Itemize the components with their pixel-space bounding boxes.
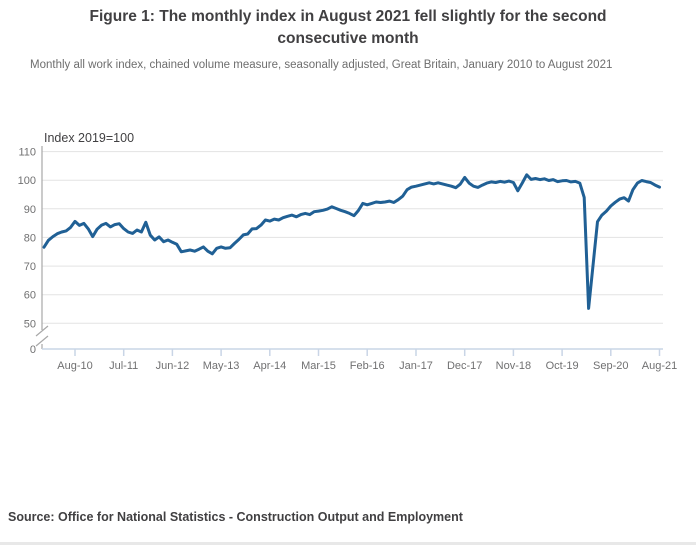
source-note: Source: Office for National Statistics -… (8, 510, 463, 524)
x-tick-label: Jun-12 (156, 360, 190, 372)
x-tick-label: Aug-10 (57, 360, 92, 372)
y-tick-label: 50 (24, 318, 36, 330)
x-tick-label: Jan-17 (399, 360, 433, 372)
index-series-line (42, 173, 661, 310)
y-tick-label: 60 (24, 290, 36, 302)
x-tick-label: Jul-11 (109, 360, 138, 372)
x-tick-label: Nov-18 (496, 360, 531, 372)
axis-break-mark (35, 325, 49, 337)
figure-subtitle: Monthly all work index, chained volume m… (30, 59, 613, 71)
x-tick-label: Apr-14 (253, 360, 286, 372)
axis-break-mark (35, 335, 49, 347)
x-tick-label: Dec-17 (447, 360, 482, 372)
x-tick-label: Oct-19 (546, 360, 579, 372)
x-tick-label: Aug-21 (642, 360, 677, 372)
y-tick-label: 70 (24, 261, 36, 273)
figure-title: Figure 1: The monthly index in August 20… (89, 8, 607, 47)
x-tick-label: Sep-20 (593, 360, 628, 372)
y-tick-label: 90 (24, 204, 36, 216)
y-tick-label: 80 (24, 232, 36, 244)
page-bottom-divider (0, 542, 696, 545)
x-tick-label: Mar-15 (301, 360, 336, 372)
y-tick-label: 100 (18, 175, 36, 187)
x-tick-label: May-13 (203, 360, 240, 372)
x-tick-label: Feb-16 (350, 360, 385, 372)
index-units-label: Index 2019=100 (44, 131, 134, 145)
y-tick-label: 110 (18, 147, 36, 159)
y-tick-label: 0 (30, 344, 36, 356)
